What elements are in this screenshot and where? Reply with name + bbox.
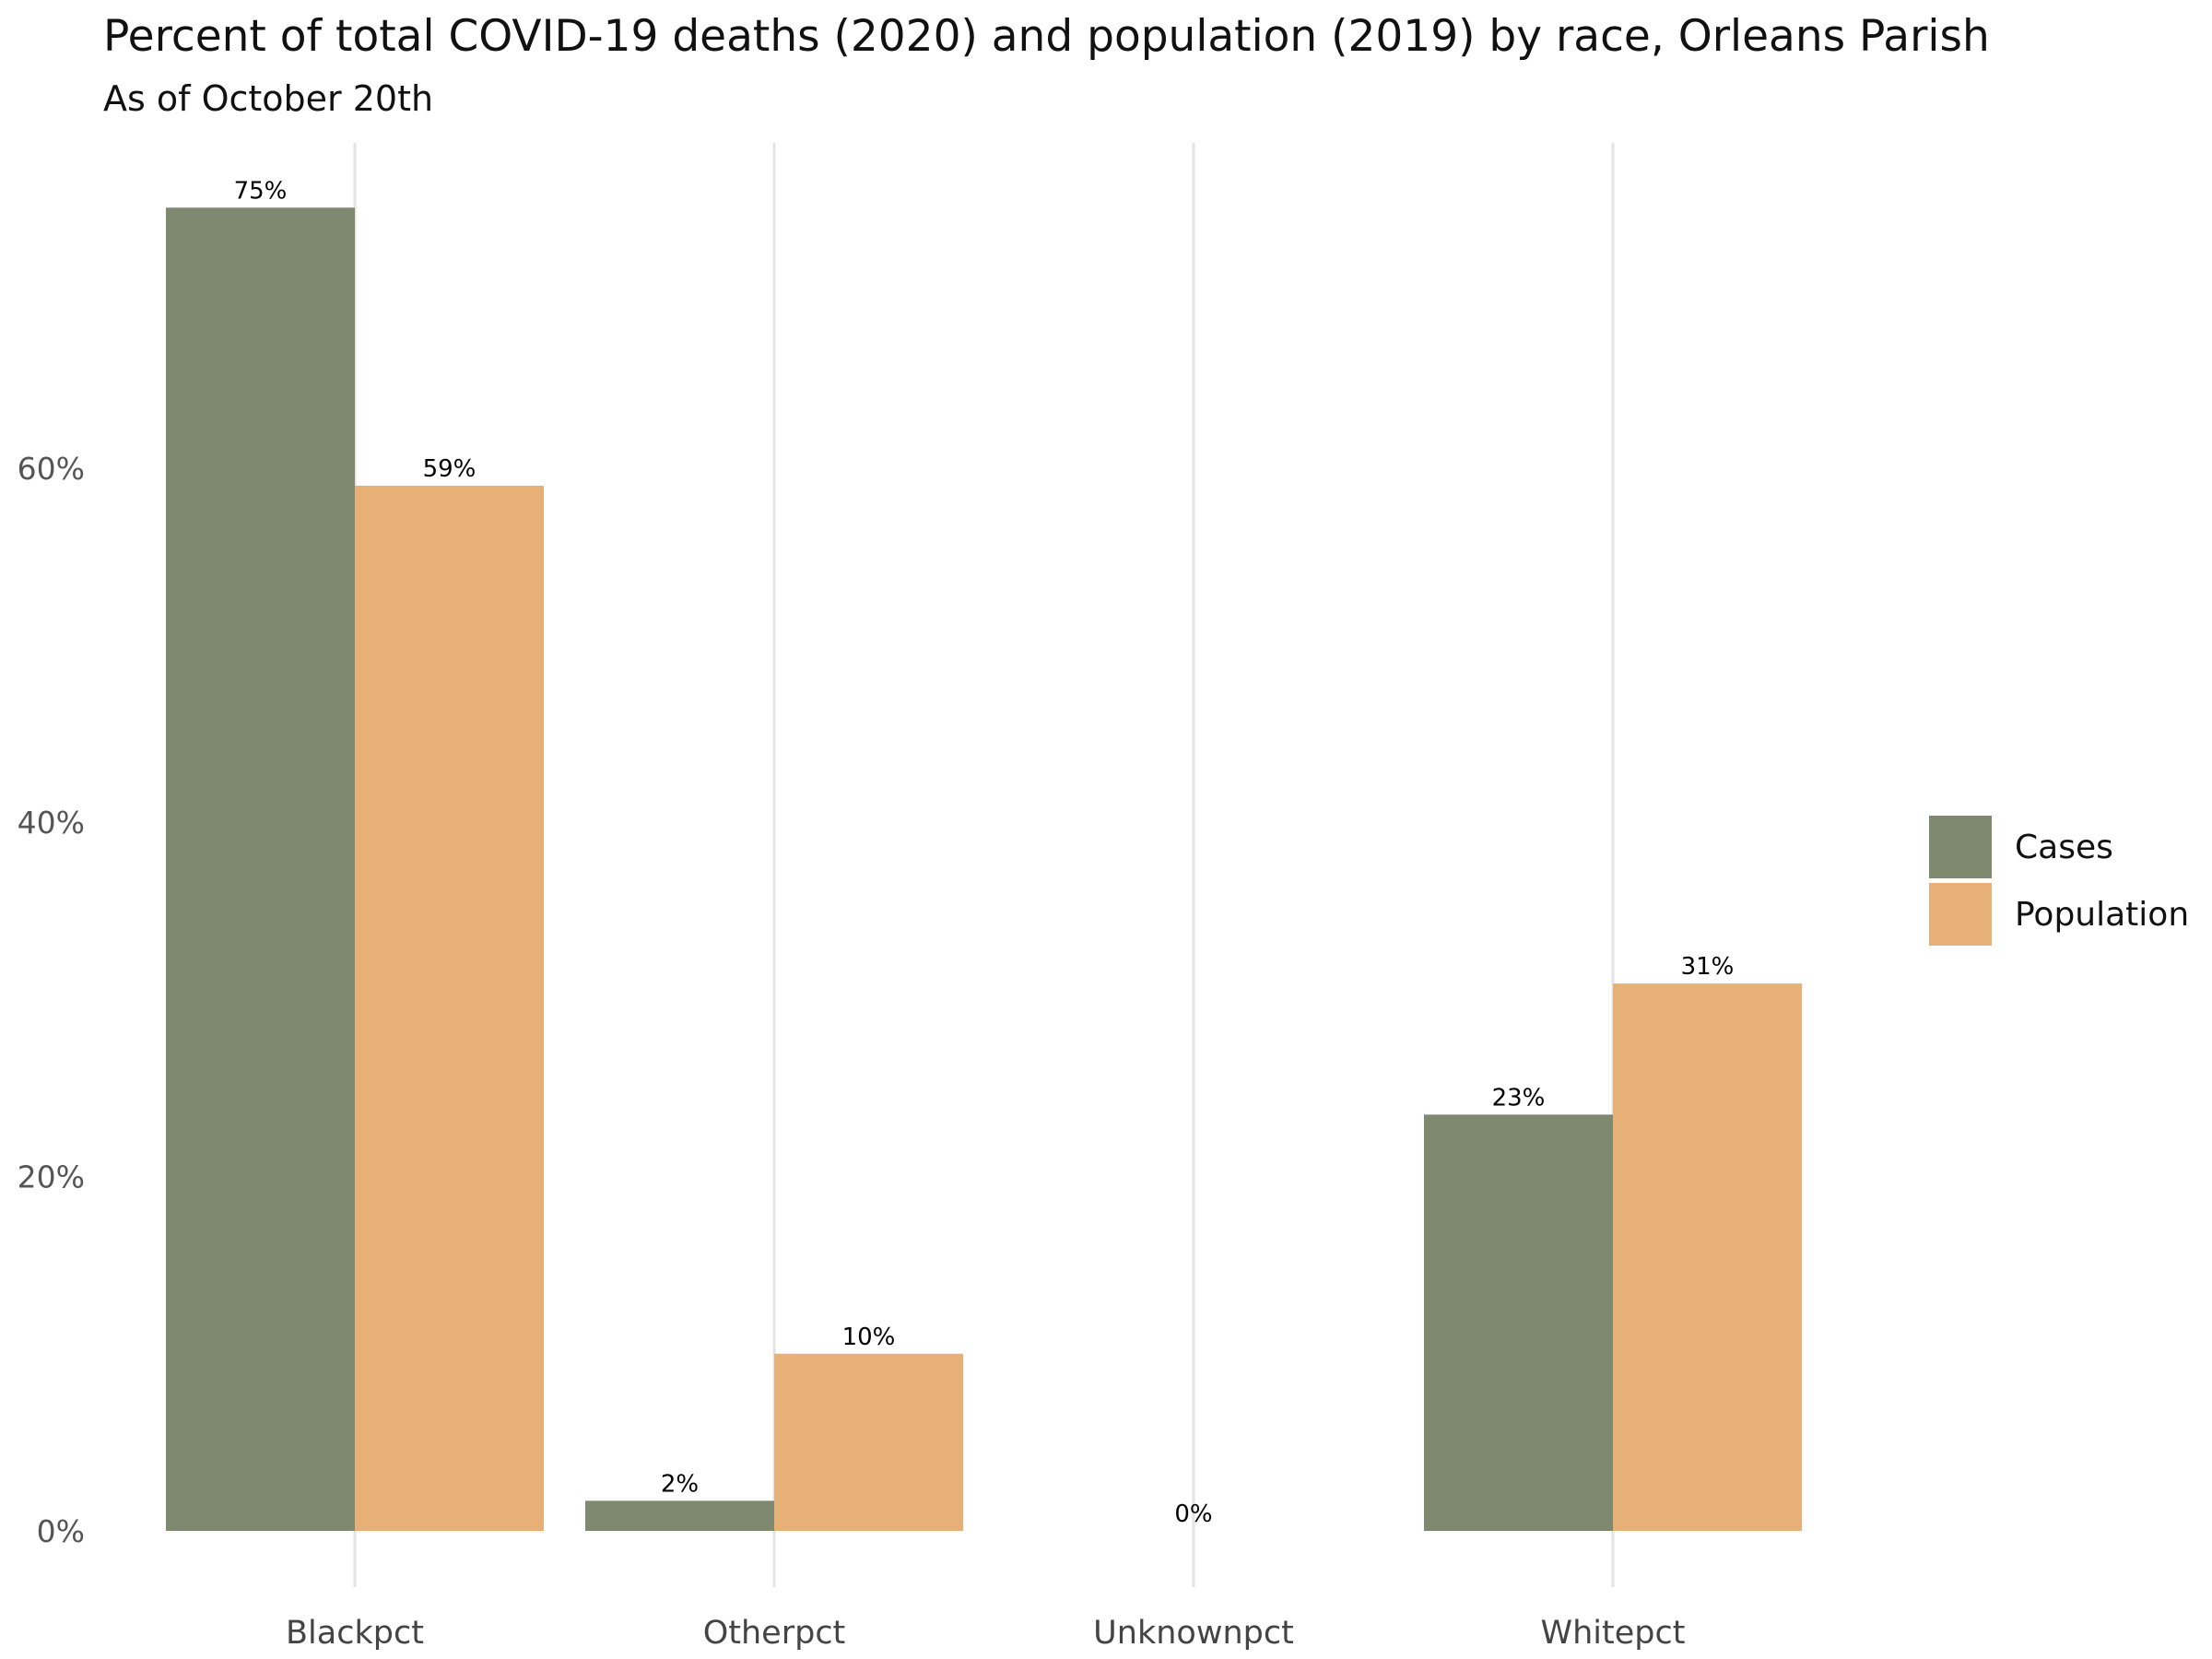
bar-population-otherpct (774, 1353, 963, 1531)
bar-cases-otherpct (585, 1500, 774, 1531)
y-tick-label: 40% (18, 805, 85, 841)
bar-cases-whitepct (1424, 1114, 1613, 1531)
x-tick-label: Blackpct (286, 1615, 424, 1652)
y-tick-label: 60% (18, 451, 85, 487)
legend-key-cases (1929, 816, 1992, 878)
bar-value-label: 59% (423, 455, 477, 483)
bar-population-blackpct (355, 486, 544, 1531)
value-labels: 75% 2% 0% 23% 59% 10% 31% (234, 177, 1735, 1528)
bar-value-label: 23% (1492, 1084, 1546, 1112)
legend-key-population (1929, 883, 1992, 946)
bars (166, 207, 1802, 1532)
bar-value-label: 0% (1174, 1500, 1212, 1528)
legend: Cases Population (1929, 816, 2189, 946)
chart-title: Percent of total COVID-19 deaths (2020) … (103, 11, 1990, 62)
x-tick-label: Otherpct (703, 1615, 846, 1652)
chart-subtitle: As of October 20th (103, 78, 433, 119)
bar-value-label: 75% (234, 177, 288, 205)
bar-cases-blackpct (166, 207, 355, 1532)
bar-value-label: 2% (661, 1470, 699, 1498)
bar-value-label: 10% (842, 1324, 896, 1351)
bar-population-whitepct (1613, 983, 1802, 1531)
legend-label-population: Population (2015, 896, 2189, 934)
x-tick-label: Whitepct (1541, 1615, 1686, 1652)
legend-label-cases: Cases (2015, 829, 2113, 866)
y-tick-label: 0% (37, 1513, 85, 1549)
bar-value-label: 31% (1681, 953, 1735, 981)
axes: 0% 20% 40% 60% Blackpct Otherpct Unknownpct Whi… (18, 451, 1686, 1652)
y-tick-label: 20% (18, 1159, 85, 1195)
x-tick-label: Unknownpct (1093, 1615, 1294, 1652)
